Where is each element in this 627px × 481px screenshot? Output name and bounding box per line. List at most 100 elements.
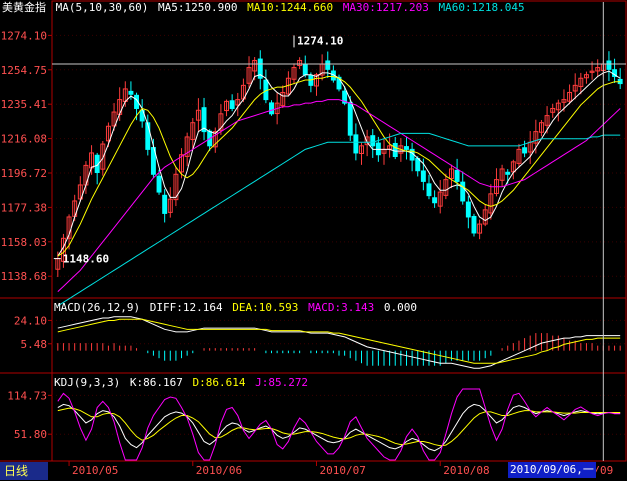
candle-body <box>77 184 83 200</box>
ma10-value: MA10:1244.660 <box>247 1 334 14</box>
candle <box>595 59 601 77</box>
candle <box>482 204 488 227</box>
candle <box>471 213 477 237</box>
candle-body <box>190 122 196 141</box>
candle <box>179 148 185 179</box>
candle <box>583 71 589 84</box>
candle-body <box>195 109 201 121</box>
kdj-line-d <box>57 407 621 447</box>
candle <box>404 136 409 160</box>
candle-body <box>482 209 488 225</box>
candle <box>269 100 274 116</box>
candle-body <box>392 142 398 157</box>
candle-body <box>94 154 100 174</box>
candle <box>111 103 117 131</box>
candle <box>156 169 162 195</box>
candle <box>201 97 207 141</box>
date-tick-label: 2010/08 <box>443 464 489 477</box>
kdj-tick-label: 51.80 <box>14 428 47 441</box>
candle-body <box>595 67 601 72</box>
candle <box>499 164 505 187</box>
candle <box>432 190 438 208</box>
macd-line-diff <box>57 316 621 369</box>
candle-body <box>342 90 348 104</box>
candle <box>606 51 612 81</box>
symbol-name: 美黄金指 <box>2 1 46 14</box>
candle <box>449 164 454 189</box>
candle-body <box>606 60 612 70</box>
candle-body <box>105 125 111 142</box>
candle <box>572 73 578 100</box>
candle-body <box>465 201 471 218</box>
price-tick-label: 1138.68 <box>1 270 47 283</box>
candle <box>437 180 443 214</box>
candle <box>195 98 201 132</box>
candle-body <box>370 135 376 147</box>
candle-body <box>156 175 162 193</box>
candle <box>280 85 286 109</box>
macd-extra-value: 0.000 <box>383 301 418 314</box>
candle-body <box>443 179 449 196</box>
low-label: 1148.60 <box>63 253 109 266</box>
ma5-value: MA5:1250.900 <box>157 1 238 14</box>
candle <box>544 106 550 134</box>
candle-body <box>561 99 567 103</box>
candle <box>94 152 100 185</box>
candle-body <box>353 134 359 154</box>
candle-body <box>252 59 258 72</box>
candle-body <box>499 168 505 181</box>
ma60-value: MA60:1218.045 <box>438 1 525 14</box>
candle <box>550 103 556 118</box>
ma-indicator-label[interactable]: MA(5,10,30,60) <box>55 1 149 14</box>
candle <box>184 132 190 167</box>
macd-axis: 24.10 5.48 <box>14 314 626 351</box>
candle-body <box>314 74 319 87</box>
candle <box>297 57 303 70</box>
candle-body <box>415 157 421 172</box>
macd-tick-label: 24.10 <box>14 314 47 327</box>
candle-body <box>184 136 190 157</box>
candle-body <box>325 60 331 70</box>
crosshair-cursor <box>52 2 626 461</box>
macd-line-dea <box>57 318 621 364</box>
macd-tick-label: 5.48 <box>21 338 48 351</box>
candle-body <box>100 143 106 170</box>
price-axis: 1274.10 1254.75 1235.41 1216.08 1196.72 1177.… <box>1 29 626 283</box>
kdj-panel-header: KDJ(9,3,3) K:86.167 D:86.614 J:85.272 <box>54 376 311 390</box>
candle-body <box>224 100 229 112</box>
candle-body <box>578 77 584 88</box>
candle-body <box>550 107 556 113</box>
candle <box>342 86 348 106</box>
candle <box>167 187 173 218</box>
cursor-date-readout: 2010/09/06,一 <box>508 462 596 478</box>
candle <box>516 143 522 168</box>
macd-indicator-label[interactable]: MACD(26,12,9) <box>54 301 141 314</box>
candle <box>465 195 471 229</box>
period-tab-daily[interactable]: 日线 <box>0 462 48 480</box>
candle <box>218 104 224 135</box>
candle <box>522 140 528 158</box>
candle-body <box>510 161 516 173</box>
candle <box>488 184 494 220</box>
candle-body <box>516 148 522 164</box>
kdj-indicator-label[interactable]: KDJ(9,3,3) <box>54 376 121 389</box>
candle-body <box>162 194 168 214</box>
candle <box>229 94 235 112</box>
moving-average-lines <box>57 70 621 307</box>
candle <box>370 129 376 158</box>
price-tick-label: 1274.10 <box>1 29 47 42</box>
candle-body <box>449 168 454 179</box>
candle-body <box>426 183 432 197</box>
date-tick-label: 2010/05 <box>72 464 118 477</box>
kdj-tick-label: 114.73 <box>7 389 47 402</box>
price-tick-label: 1158.03 <box>1 236 47 249</box>
candle <box>257 50 263 90</box>
candle <box>173 167 179 207</box>
candle <box>246 56 252 88</box>
candle <box>224 99 229 117</box>
candle <box>359 142 364 165</box>
ma-line-ma10 <box>57 75 621 257</box>
kdj-plot <box>57 388 621 461</box>
main-panel-header: 美黄金指 MA(5,10,30,60) MA5:1250.900 MA10:12… <box>2 1 528 15</box>
